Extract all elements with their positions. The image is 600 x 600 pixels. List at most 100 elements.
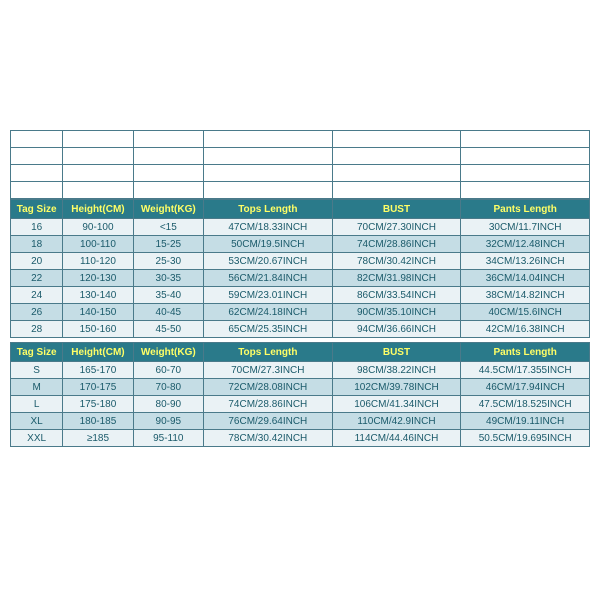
empty-cell [63,165,133,182]
empty-cell [461,148,590,165]
table-cell: 42CM/16.38INCH [461,321,590,338]
table-cell: 90-95 [133,413,203,430]
table-cell: 74CM/28.86INCH [203,396,332,413]
empty-cell [11,165,63,182]
table-cell: 44.5CM/17.355INCH [461,362,590,379]
adult-size-table: Tag Size Height(CM) Weight(KG) Tops Leng… [10,342,590,447]
table-cell: 22 [11,270,63,287]
table-cell: 90-100 [63,219,133,236]
empty-cell [11,182,63,199]
table-cell: 90CM/35.10INCH [332,304,461,321]
table-cell: 170-175 [63,379,133,396]
table-cell: 175-180 [63,396,133,413]
empty-cell [203,131,332,148]
empty-grid-top [10,130,590,199]
table-cell: 114CM/44.46INCH [332,430,461,447]
col-weight: Weight(KG) [133,200,203,219]
col-height: Height(CM) [63,200,133,219]
table-cell: 40CM/15.6INCH [461,304,590,321]
table-cell: M [11,379,63,396]
empty-cell [203,165,332,182]
size-chart-container: Tag Size Height(CM) Weight(KG) Tops Leng… [0,0,600,447]
table-cell: 30-35 [133,270,203,287]
table-cell: L [11,396,63,413]
table-cell: 70CM/27.30INCH [332,219,461,236]
empty-cell [133,148,203,165]
table-cell: 49CM/19.11INCH [461,413,590,430]
kids-size-table: Tag Size Height(CM) Weight(KG) Tops Leng… [10,199,590,338]
table-cell: 60-70 [133,362,203,379]
empty-cell [133,182,203,199]
table-cell: 15-25 [133,236,203,253]
empty-cell [332,182,461,199]
table-cell: 82CM/31.98INCH [332,270,461,287]
table-cell: 50.5CM/19.695INCH [461,430,590,447]
table-cell: 110CM/42.9INCH [332,413,461,430]
table-cell: 94CM/36.66INCH [332,321,461,338]
col-bust: BUST [332,200,461,219]
col-tops-length: Tops Length [203,200,332,219]
table-row: XL180-18590-9576CM/29.64INCH110CM/42.9IN… [11,413,590,430]
table-cell: 180-185 [63,413,133,430]
table-cell: 16 [11,219,63,236]
table-cell: 40-45 [133,304,203,321]
empty-row [11,148,590,165]
empty-cell [461,182,590,199]
table-cell: 20 [11,253,63,270]
table-cell: 53CM/20.67INCH [203,253,332,270]
table-row: 1690-100<1547CM/18.33INCH70CM/27.30INCH3… [11,219,590,236]
empty-row [11,131,590,148]
table-row: 20110-12025-3053CM/20.67INCH78CM/30.42IN… [11,253,590,270]
empty-cell [11,131,63,148]
empty-cell [461,165,590,182]
table-row: 18100-11015-2550CM/19.5INCH74CM/28.86INC… [11,236,590,253]
table-cell: 26 [11,304,63,321]
empty-cell [63,148,133,165]
table-cell: 46CM/17.94INCH [461,379,590,396]
table-header-row: Tag Size Height(CM) Weight(KG) Tops Leng… [11,343,590,362]
col-tag-size: Tag Size [11,200,63,219]
empty-cell [332,131,461,148]
table-cell: 35-40 [133,287,203,304]
table-cell: 32CM/12.48INCH [461,236,590,253]
table-cell: <15 [133,219,203,236]
empty-cell [203,182,332,199]
empty-cell [63,131,133,148]
table-row: 22120-13030-3556CM/21.84INCH82CM/31.98IN… [11,270,590,287]
col-weight: Weight(KG) [133,343,203,362]
table-cell: 65CM/25.35INCH [203,321,332,338]
table-cell: 36CM/14.04INCH [461,270,590,287]
table-row: 26140-15040-4562CM/24.18INCH90CM/35.10IN… [11,304,590,321]
table-cell: S [11,362,63,379]
table-cell: 62CM/24.18INCH [203,304,332,321]
table-cell: 70CM/27.3INCH [203,362,332,379]
col-height: Height(CM) [63,343,133,362]
table-cell: 25-30 [133,253,203,270]
table-cell: 130-140 [63,287,133,304]
table-cell: XL [11,413,63,430]
table-cell: 38CM/14.82INCH [461,287,590,304]
table-cell: 120-130 [63,270,133,287]
empty-cell [332,148,461,165]
table-cell: 72CM/28.08INCH [203,379,332,396]
col-tops-length: Tops Length [203,343,332,362]
empty-cell [203,148,332,165]
col-pants-length: Pants Length [461,343,590,362]
table-cell: 102CM/39.78INCH [332,379,461,396]
table-cell: XXL [11,430,63,447]
table-cell: 78CM/30.42INCH [332,253,461,270]
empty-row [11,165,590,182]
empty-row [11,182,590,199]
col-tag-size: Tag Size [11,343,63,362]
table-cell: 24 [11,287,63,304]
table-cell: 56CM/21.84INCH [203,270,332,287]
table-cell: 95-110 [133,430,203,447]
table-cell: 45-50 [133,321,203,338]
col-bust: BUST [332,343,461,362]
table-cell: 86CM/33.54INCH [332,287,461,304]
table-cell: ≥185 [63,430,133,447]
table-cell: 165-170 [63,362,133,379]
table-cell: 18 [11,236,63,253]
table-row: XXL≥18595-11078CM/30.42INCH114CM/44.46IN… [11,430,590,447]
empty-cell [133,165,203,182]
